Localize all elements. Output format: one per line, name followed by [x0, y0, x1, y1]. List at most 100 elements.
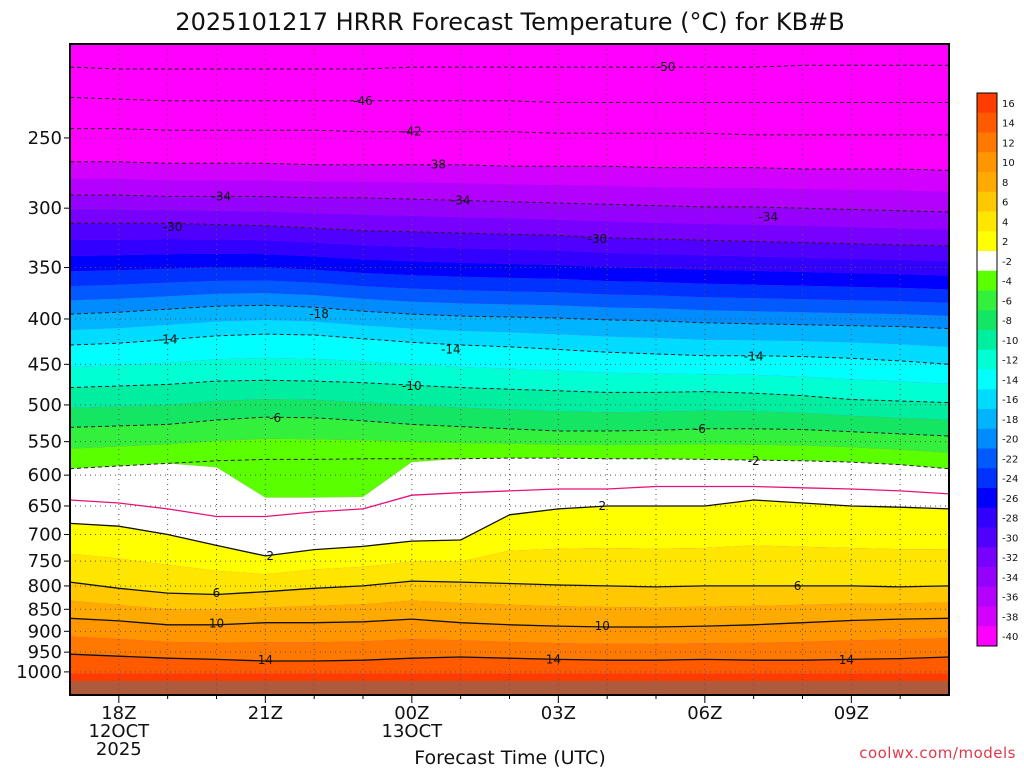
x-tick-label: 00Z [394, 703, 429, 724]
colorbar-swatch [977, 507, 997, 528]
colorbar-label: -6 [1002, 296, 1012, 307]
colorbar-label: -32 [1002, 553, 1018, 564]
colorbar-swatch [977, 310, 997, 331]
colorbar-swatch [977, 409, 997, 430]
colorbar-label: -2 [1002, 257, 1012, 268]
contour-label: -30 [163, 220, 183, 234]
contour-label: -6 [694, 422, 706, 436]
colorbar-label: -30 [1002, 533, 1018, 544]
band [70, 458, 949, 498]
colorbar-swatch [977, 231, 997, 252]
band [70, 97, 949, 135]
surface-strip [70, 681, 949, 695]
colorbar-label: -28 [1002, 514, 1018, 525]
contour-label: -30 [588, 232, 608, 246]
colorbar-label: -8 [1002, 316, 1012, 327]
colorbar-swatch [977, 448, 997, 469]
credit-text: coolwx.com/models [859, 744, 1016, 762]
contour-label: 10 [595, 619, 610, 633]
contour-labels: -50 -46 -42 -38 -34 -34 -34 -30 -30 -18 -14 -14 -14 -… [158, 60, 854, 667]
y-tick-label: 300 [28, 198, 62, 219]
band [70, 223, 949, 262]
band [70, 500, 949, 575]
contour-label: -14 [744, 350, 764, 364]
colorbar-swatch [977, 191, 997, 212]
colorbar-swatch [977, 626, 997, 647]
isotherm-line [70, 485, 949, 518]
y-tick-label: 650 [28, 496, 62, 517]
band [70, 618, 949, 644]
contour-label: 10 [209, 617, 224, 631]
colorbar-swatch [977, 270, 997, 291]
colorbar-label: -16 [1002, 395, 1018, 406]
grid-lines [70, 44, 949, 695]
x-tick-label: 09Z [834, 703, 869, 724]
y-tick-label: 750 [28, 551, 62, 572]
contour-label: 2 [266, 549, 274, 563]
y-tick-label: 1000 [16, 662, 62, 683]
colorbar-swatch [977, 527, 997, 548]
colorbar-swatch [977, 428, 997, 449]
band [70, 438, 949, 469]
contour-label: -34 [451, 193, 471, 207]
colorbar-swatch [977, 211, 997, 232]
colorbar-label: -24 [1002, 474, 1018, 485]
colorbar: 16 14 12 10 8 6 4 2 -2 -4 -6 -8 -10 -12 -14 -16 -18 -20 -2… [976, 92, 1018, 647]
contour-label: -34 [759, 210, 779, 224]
y-tick-label: 250 [28, 128, 62, 149]
y-tick-label: 900 [28, 621, 62, 642]
y-tick-label: 950 [28, 642, 62, 663]
colorbar-label: -38 [1002, 612, 1018, 623]
y-tick-label: 350 [28, 258, 62, 279]
colorbar-label: -14 [1002, 375, 1018, 386]
contour-label: -14 [441, 343, 461, 357]
colorbar-swatch [977, 93, 997, 114]
colorbar-swatch [977, 369, 997, 390]
y-tick-label: 800 [28, 576, 62, 597]
plot-area: -50 -46 -42 -38 -34 -34 -34 -30 -30 -18 -14 -14 -14 -… [70, 44, 949, 695]
colorbar-label: -22 [1002, 454, 1018, 465]
colorbar-swatch [977, 547, 997, 568]
contour-label: -50 [656, 60, 676, 74]
colorbar-swatch [977, 330, 997, 351]
contour-label: -46 [353, 94, 373, 108]
band [70, 305, 949, 347]
isotherm-line [70, 653, 949, 662]
colorbar-label: 6 [1002, 198, 1008, 209]
colorbar-swatch [977, 606, 997, 627]
colorbar-label: -18 [1002, 415, 1018, 426]
y-tick-label: 700 [28, 525, 62, 546]
band [70, 267, 949, 303]
contour-label: 14 [546, 652, 561, 666]
band [70, 399, 949, 436]
x-axis-label: Forecast Time (UTC) [414, 747, 605, 768]
band [70, 636, 949, 661]
y-tick-label: 600 [28, 465, 62, 486]
colorbar-swatch [977, 468, 997, 489]
band [70, 239, 949, 276]
band [70, 178, 949, 212]
colorbar-swatch [977, 586, 997, 607]
contour-label: -34 [212, 189, 232, 203]
colorbar-swatch [977, 349, 997, 370]
isotherm-line [70, 617, 949, 628]
y-tick-label: 550 [28, 432, 62, 453]
isotherm-line [70, 499, 949, 557]
contour-label: -42 [402, 125, 422, 139]
contour-label: -2 [748, 454, 760, 468]
contour-label: 6 [213, 586, 221, 600]
colorbar-swatch [977, 112, 997, 133]
x-tick-label: 18Z [101, 703, 136, 724]
colorbar-label: 16 [1002, 99, 1015, 110]
colorbar-label: 8 [1002, 178, 1008, 189]
colorbar-label: 14 [1002, 119, 1015, 130]
isotherm-line [70, 580, 949, 596]
contour-label: 14 [839, 653, 854, 667]
contour-label: -18 [309, 307, 329, 321]
colorbar-label: -34 [1002, 573, 1018, 584]
band [70, 209, 949, 246]
contour-label: 6 [794, 579, 802, 593]
band [70, 293, 949, 329]
